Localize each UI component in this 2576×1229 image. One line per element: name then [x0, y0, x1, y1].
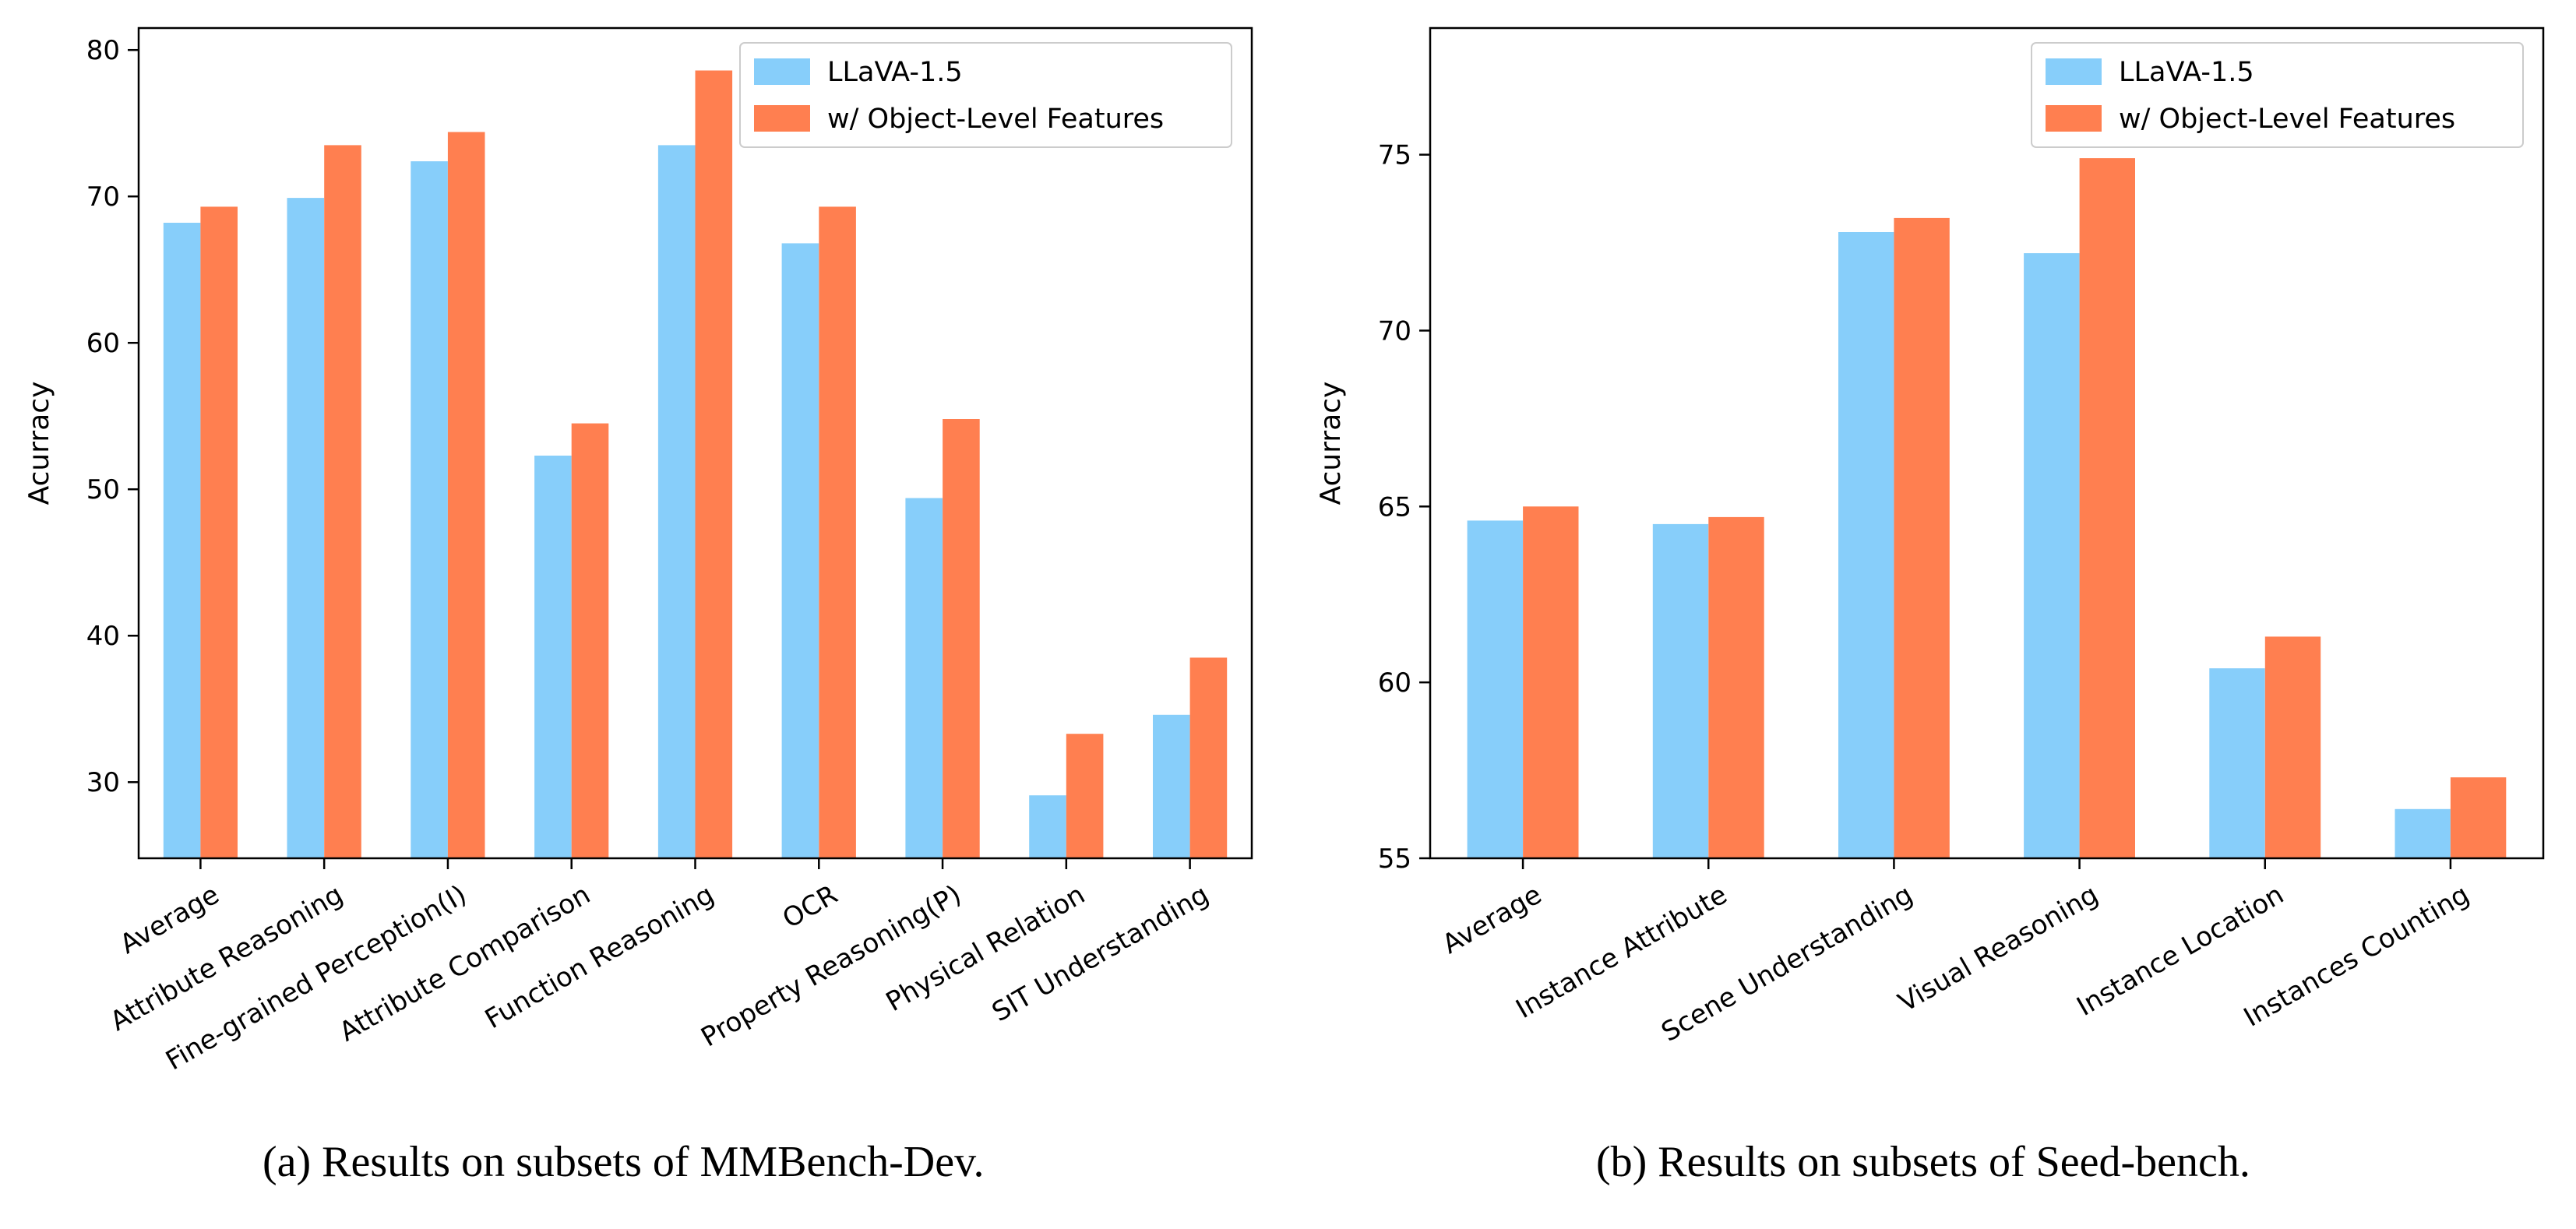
legend-b: [2031, 42, 2524, 148]
bar-a-average-series-2: [200, 206, 238, 858]
bar-a-fine-grained-perception-i-series-1: [411, 161, 448, 859]
bar-a-property-reasoning-p-series-1: [905, 498, 943, 858]
y-tick-label-b-55: 55: [1378, 843, 1411, 875]
x-tick-label-a-physical-relation: Physical Relation: [881, 879, 1091, 1018]
x-tick-label-a-ocr: OCR: [777, 879, 843, 935]
y-axis-label-b: Acurracy: [1315, 382, 1347, 505]
bar-a-attribute-comparison-series-1: [534, 456, 572, 858]
caption-mmbench-dev: (a) Results on subsets of MMBench-Dev.: [263, 1138, 985, 1186]
x-tick-label-a-sit-understanding: SIT Understanding: [987, 879, 1214, 1028]
bar-b-visual-reasoning-series-2: [2079, 158, 2135, 859]
bar-a-function-reasoning-series-2: [695, 70, 733, 858]
y-tick-label-b-75: 75: [1378, 140, 1411, 171]
bar-b-instance-location-series-2: [2264, 636, 2321, 858]
y-tick-label-a-60: 60: [86, 328, 120, 359]
bar-b-scene-understanding-series-1: [1838, 232, 1894, 858]
bar-a-physical-relation-series-1: [1029, 795, 1066, 858]
x-tick-label-a-average: Average: [115, 879, 224, 960]
bar-b-instance-location-series-1: [2209, 668, 2265, 858]
bar-b-instances-counting-series-2: [2450, 777, 2507, 858]
y-axis-label-a: Acurracy: [23, 382, 55, 505]
legend-swatch-b-series-2: [2046, 105, 2102, 132]
bar-a-property-reasoning-p-series-2: [943, 419, 980, 858]
legend-a: [739, 42, 1232, 148]
y-tick-label-a-30: 30: [86, 767, 120, 798]
bar-b-visual-reasoning-series-1: [2024, 253, 2080, 859]
legend-swatch-a-series-1: [754, 58, 810, 85]
y-tick-label-a-40: 40: [86, 621, 120, 652]
bar-a-sit-understanding-series-2: [1189, 657, 1228, 858]
bar-a-ocr-series-2: [819, 206, 856, 858]
y-tick-label-a-50: 50: [86, 474, 120, 505]
y-tick-label-b-65: 65: [1378, 491, 1411, 523]
bar-a-ocr-series-1: [781, 243, 819, 858]
bar-b-instance-attribute-series-1: [1652, 523, 1709, 858]
x-tick-label-b-average: Average: [1437, 879, 1547, 960]
bar-a-fine-grained-perception-i-series-2: [447, 132, 485, 858]
bar-b-instance-attribute-series-2: [1708, 516, 1764, 858]
bar-b-average-series-2: [1523, 506, 1579, 858]
x-tick-label-a-function-reasoning: Function Reasoning: [480, 879, 719, 1036]
bar-a-average-series-1: [163, 223, 201, 858]
legend-label-a-series-1: LLaVA-1.5: [827, 57, 963, 88]
bar-a-attribute-reasoning-series-2: [324, 145, 361, 858]
legend-label-b-series-1: LLaVA-1.5: [2119, 57, 2254, 88]
bar-b-average-series-1: [1467, 520, 1523, 858]
bar-a-attribute-comparison-series-2: [571, 423, 609, 858]
bar-a-sit-understanding-series-1: [1153, 714, 1190, 858]
plot-frame-b: [1429, 26, 2545, 860]
bar-a-physical-relation-series-2: [1066, 734, 1104, 858]
legend-swatch-a-series-2: [754, 105, 810, 132]
y-tick-label-a-70: 70: [86, 181, 120, 213]
legend-label-a-series-2: w/ Object-Level Features: [827, 104, 1164, 135]
bar-a-function-reasoning-series-1: [657, 145, 696, 858]
y-tick-label-b-70: 70: [1378, 315, 1411, 347]
bar-b-instances-counting-series-1: [2395, 808, 2451, 858]
legend-swatch-b-series-1: [2046, 58, 2102, 85]
caption-seed-bench: (b) Results on subsets of Seed-bench.: [1596, 1138, 2250, 1186]
y-tick-label-b-60: 60: [1378, 667, 1411, 699]
legend-label-b-series-2: w/ Object-Level Features: [2119, 104, 2455, 135]
y-tick-label-a-80: 80: [86, 35, 120, 66]
bar-a-attribute-reasoning-series-1: [287, 198, 325, 859]
bar-b-scene-understanding-series-2: [1894, 217, 1950, 858]
